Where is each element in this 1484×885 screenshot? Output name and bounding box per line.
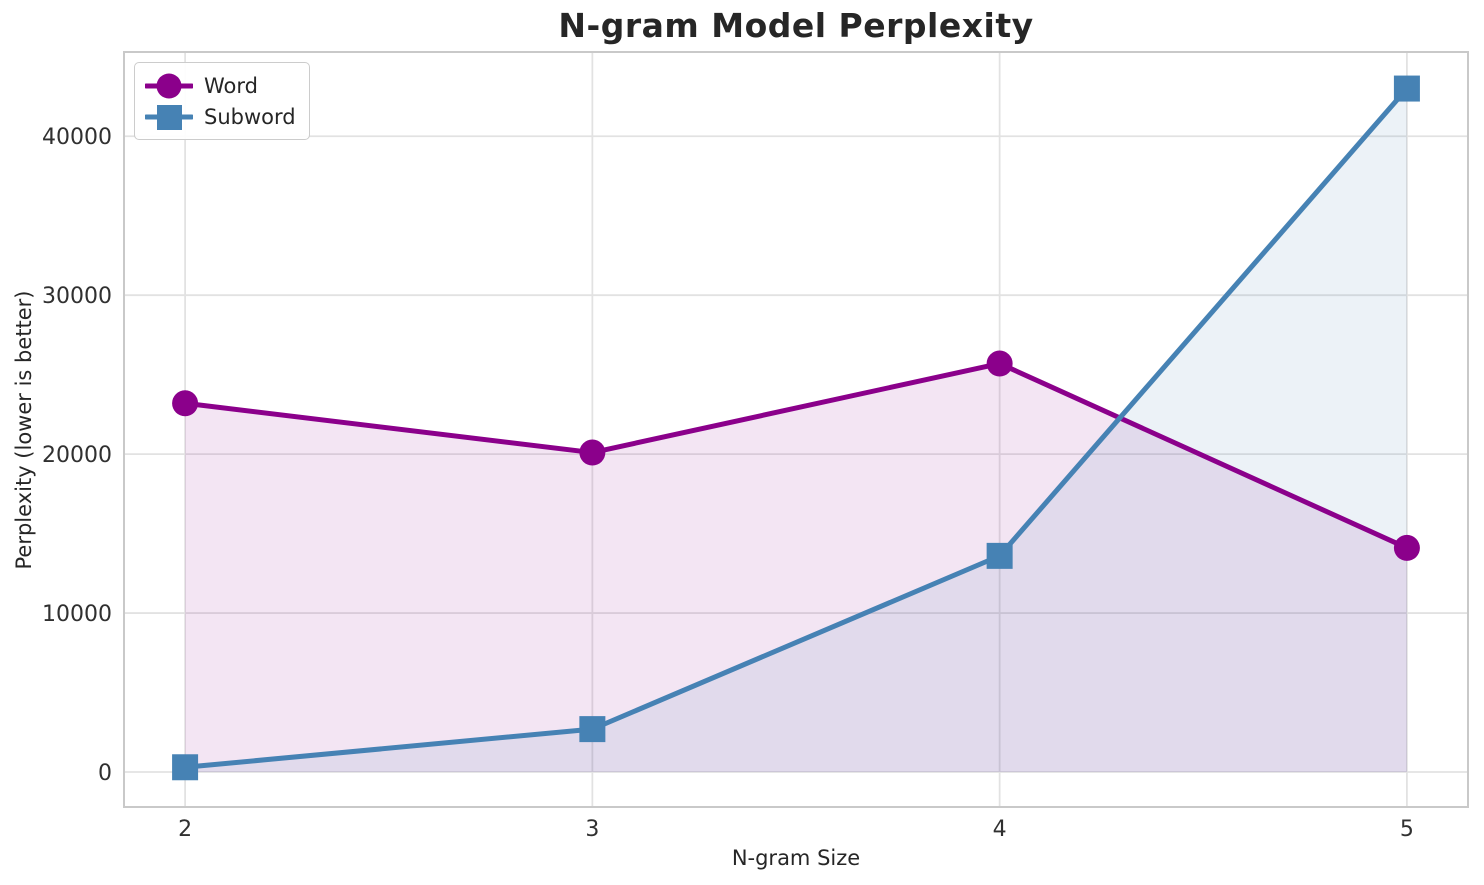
y-tick-label: 30000 — [42, 284, 112, 309]
legend-item-word: Word — [145, 70, 296, 101]
series-line-word — [182, 361, 1410, 551]
y-axis-label: Perplexity (lower is better) — [12, 290, 36, 570]
x-tick-label: 2 — [178, 817, 192, 842]
y-tick-label: 20000 — [42, 443, 112, 468]
legend: Word Subword — [134, 62, 310, 140]
marker-subword — [1393, 75, 1420, 102]
area-fill-word — [185, 363, 1407, 773]
square-marker-swatch-icon — [145, 104, 193, 130]
marker-subword — [579, 716, 606, 743]
marker-word — [172, 390, 199, 417]
chart-title: N-gram Model Perplexity — [558, 6, 1034, 45]
series-line-subword — [182, 86, 1410, 770]
marker-subword — [986, 542, 1013, 569]
legend-item-subword: Subword — [145, 101, 296, 132]
y-tick-label: 40000 — [42, 125, 112, 150]
y-tick-label: 0 — [98, 761, 112, 786]
x-tick-label: 3 — [585, 817, 599, 842]
legend-label: Word — [204, 73, 258, 98]
x-tick-label: 4 — [993, 817, 1007, 842]
marker-word — [1393, 534, 1420, 561]
plot-border — [123, 51, 1469, 808]
marker-word — [579, 439, 606, 466]
marker-subword — [172, 754, 199, 781]
marker-word — [986, 350, 1013, 377]
legend-label: Subword — [204, 104, 296, 129]
y-tick-label: 10000 — [42, 602, 112, 627]
x-axis-label: N-gram Size — [731, 846, 861, 870]
area-fill-subword — [185, 88, 1407, 773]
x-tick-label: 5 — [1400, 817, 1414, 842]
circle-marker-swatch-icon — [145, 73, 193, 98]
